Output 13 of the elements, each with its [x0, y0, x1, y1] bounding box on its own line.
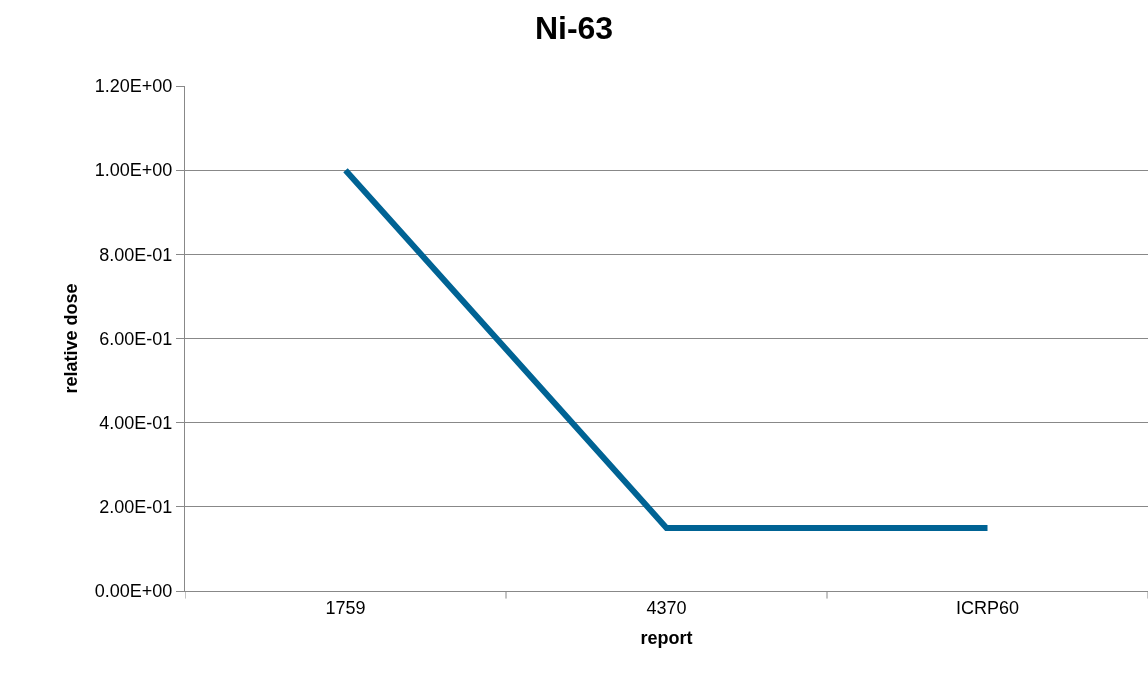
x-axis-title: report	[640, 627, 693, 648]
x-tick-label: 1759	[325, 597, 366, 618]
y-tick-label: 4.00E-01	[99, 412, 173, 433]
y-tick-label: 1.00E+00	[94, 160, 173, 181]
x-tick-label: 4370	[646, 597, 687, 618]
y-tick-label: 1.20E+00	[94, 76, 173, 97]
y-tick-label: 8.00E-01	[99, 244, 173, 265]
y-axis-title: relative dose	[61, 283, 82, 394]
chart-title: Ni-63	[534, 10, 614, 47]
y-tick-label: 6.00E-01	[99, 328, 173, 349]
x-tick-label: ICRP60	[955, 597, 1020, 618]
y-tick-label: 0.00E+00	[94, 581, 173, 602]
y-tick-label: 2.00E-01	[99, 497, 173, 518]
